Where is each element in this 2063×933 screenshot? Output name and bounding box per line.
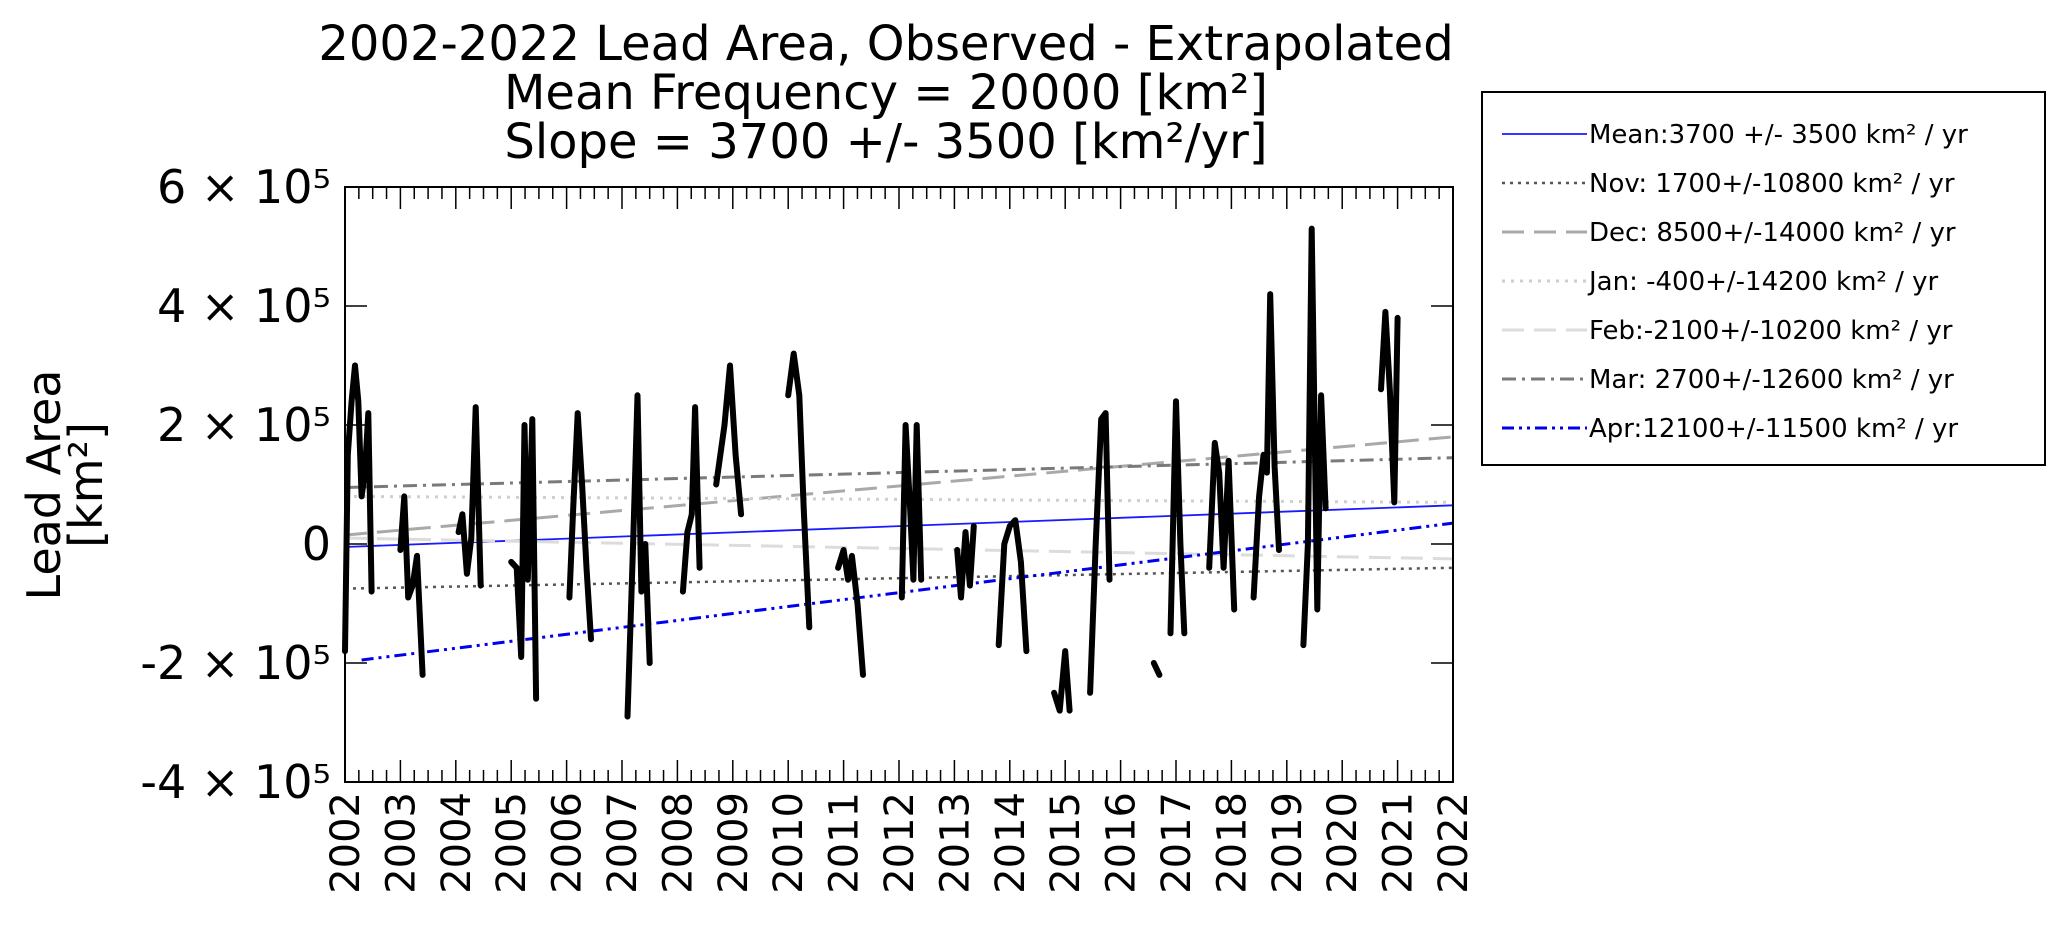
x-tick-label: 2006 — [545, 792, 591, 894]
observed-segment-7 — [679, 404, 703, 595]
observed-segment-10 — [835, 547, 866, 678]
observed-segment-3 — [455, 404, 484, 589]
observed-segment-8 — [713, 362, 745, 518]
x-tick-label: 2014 — [988, 792, 1034, 894]
trend-line-apr — [361, 521, 1454, 662]
plot-frame — [344, 186, 1454, 783]
title-line-3: Slope = 3700 +/- 3500 [km²/yr] — [504, 114, 1267, 170]
observed-segment-6 — [624, 392, 653, 720]
x-tick-label: 2012 — [877, 792, 923, 894]
observed-segment-17 — [1167, 398, 1188, 637]
legend-label-mar: Mar: 2700+/-12600 km² / yr — [1589, 365, 1954, 395]
x-tick-label: 2007 — [600, 792, 646, 894]
legend-label-mean: Mean:3700 +/- 3500 km² / yr — [1589, 120, 1968, 150]
trend-line-feb — [344, 536, 1454, 561]
observed-segment-1 — [342, 362, 375, 655]
legend-label-nov: Nov: 1700+/-10800 km² / yr — [1589, 169, 1955, 199]
y-tick-label: 2 × 10⁵ — [157, 398, 331, 452]
x-tick-label: 2021 — [1376, 792, 1422, 894]
x-tick-label: 2013 — [932, 792, 978, 894]
x-tick-label: 2003 — [378, 792, 424, 894]
observed-segment-12 — [954, 523, 977, 601]
x-tick-label: 2018 — [1209, 792, 1255, 894]
x-tick-label: 2010 — [766, 792, 812, 894]
x-tick-label: 2005 — [489, 792, 535, 894]
observed-series — [342, 225, 1401, 720]
y-label-line-2: [km²] — [59, 422, 113, 548]
x-tick-label: 2011 — [822, 792, 868, 894]
y-tick-label: 0 — [302, 517, 331, 571]
observed-segment-21 — [1378, 308, 1401, 506]
x-tick-label: 2009 — [711, 792, 757, 894]
x-tick-label: 2016 — [1099, 792, 1145, 894]
observed-segment-18 — [1206, 439, 1238, 613]
trend-line-nov — [344, 566, 1454, 590]
x-tick-label: 2022 — [1431, 792, 1477, 894]
x-tick-label: 2015 — [1043, 792, 1089, 894]
legend-box — [1481, 91, 2046, 466]
y-label-line-1: Lead Area — [17, 370, 71, 601]
y-tick-label: 6 × 10⁵ — [157, 160, 331, 214]
y-tick-label: -2 × 10⁵ — [140, 636, 331, 690]
observed-segment-13 — [995, 517, 1030, 655]
legend: Mean:3700 +/- 3500 km² / yr Nov: 1700+/-1… — [1481, 91, 2046, 466]
legend-label-dec: Dec: 8500+/-14000 km² / yr — [1589, 218, 1956, 248]
legend-label-feb: Feb:-2100+/-10200 km² / yr — [1589, 316, 1953, 346]
y-tick-labels: 6 × 10⁵ 4 × 10⁵ 2 × 10⁵ 0 -2 × 10⁵ -4 × 10⁵ — [140, 160, 331, 809]
observed-segment-2 — [397, 493, 426, 678]
x-tick-label: 2017 — [1154, 792, 1200, 894]
x-tick-label: 2020 — [1320, 792, 1366, 894]
x-tick-labels: 2002 2003 2004 2005 2006 2007 2008 2009 2010 2011… — [323, 792, 1477, 894]
y-tick-label: -4 × 10⁵ — [140, 755, 331, 809]
title-line-1: 2002-2022 Lead Area, Observed - Extrapol… — [318, 16, 1453, 72]
observed-segment-9 — [785, 350, 813, 631]
chart-title: 2002-2022 Lead Area, Observed - Extrapol… — [318, 16, 1453, 170]
x-tick-label: 2008 — [655, 792, 701, 894]
y-axis-label: Lead Area[km²] — [17, 370, 113, 601]
observed-segment-16 — [1150, 660, 1163, 678]
observed-segment-19 — [1250, 291, 1282, 601]
x-tick-label: 2019 — [1265, 792, 1311, 894]
observed-segment-11 — [898, 422, 925, 601]
observed-segment-5 — [566, 410, 594, 643]
title-line-2: Mean Frequency = 20000 [km²] — [504, 65, 1268, 121]
observed-segment-14 — [1051, 648, 1073, 714]
observed-segment-20 — [1300, 225, 1329, 649]
x-tick-label: 2002 — [323, 792, 369, 894]
legend-label-jan: Jan: -400+/-14200 km² / yr — [1587, 267, 1938, 297]
observed-segment-15 — [1087, 410, 1113, 696]
x-tick-label: 2004 — [434, 792, 480, 894]
y-tick-label: 4 × 10⁵ — [157, 279, 331, 333]
observed-segment-4 — [508, 416, 540, 702]
trend-line-dec — [344, 435, 1454, 537]
legend-label-apr: Apr:12100+/-11500 km² / yr — [1589, 414, 1958, 444]
